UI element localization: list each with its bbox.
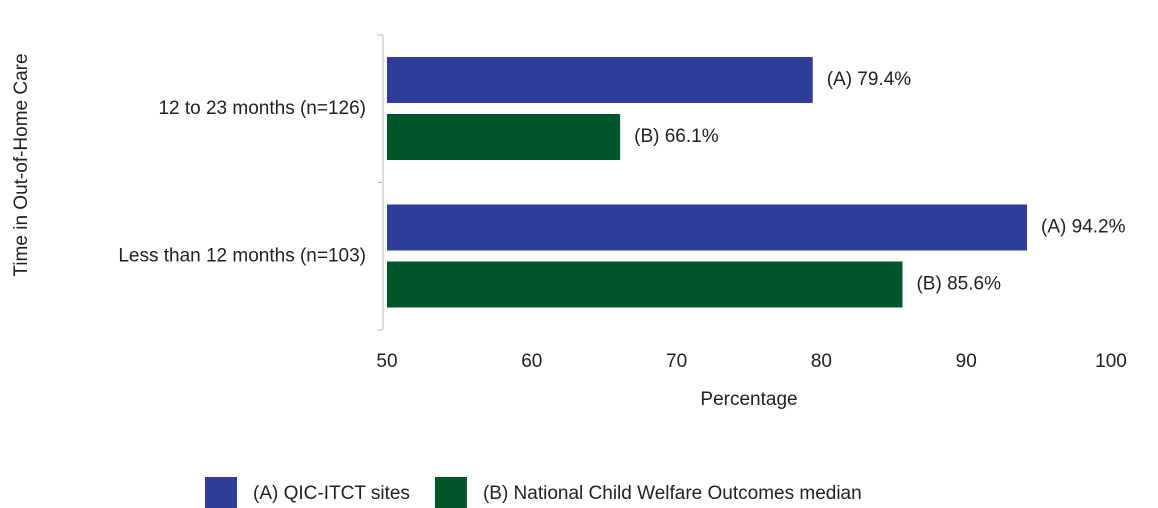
bar: [387, 57, 813, 103]
y-tick-label: 12 to 23 months (n=126): [158, 98, 366, 119]
bar: [387, 261, 903, 308]
legend-label: (A) QIC-ITCT sites: [253, 483, 410, 504]
bar: [387, 114, 621, 160]
legend-label: (B) National Child Welfare Outcomes medi…: [483, 483, 862, 504]
legend-swatch: [434, 477, 467, 508]
bar: [387, 204, 1028, 251]
value-label: (B) 66.1%: [634, 126, 719, 147]
x-tick-label: 50: [376, 351, 397, 372]
x-axis-label: Percentage: [700, 389, 797, 410]
value-label: (A) 79.4%: [827, 69, 912, 90]
value-label: (B) 85.6%: [916, 274, 1001, 295]
x-tick-label: 90: [956, 351, 977, 372]
value-label: (A) 94.2%: [1041, 217, 1126, 238]
x-tick-label: 60: [521, 351, 542, 372]
legend-swatch: [205, 477, 237, 508]
x-tick-label: 80: [811, 351, 832, 372]
x-tick-label: 100: [1095, 351, 1127, 372]
x-tick-label: 70: [666, 351, 687, 372]
y-tick-label: Less than 12 months (n=103): [118, 245, 366, 266]
y-axis-label: Time in Out-of-Home Care: [11, 53, 32, 276]
